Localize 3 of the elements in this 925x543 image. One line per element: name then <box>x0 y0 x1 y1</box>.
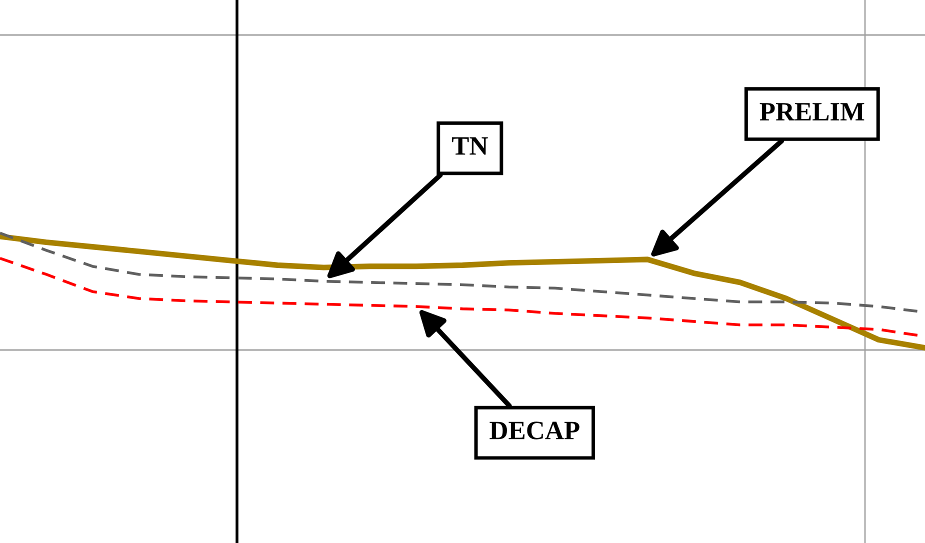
text: TN <box>452 137 488 155</box>
text: DECAP <box>490 422 580 440</box>
text: PRELIM <box>760 103 864 120</box>
